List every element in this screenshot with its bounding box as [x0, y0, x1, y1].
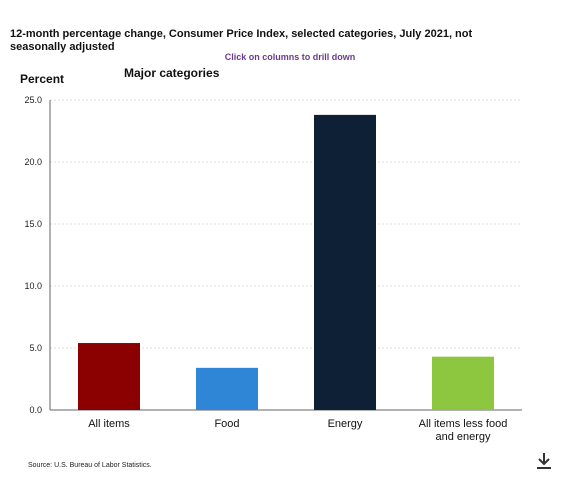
- drill-down-hint: Click on columns to drill down: [224, 52, 356, 62]
- bar[interactable]: [196, 367, 258, 410]
- bar[interactable]: [432, 356, 494, 410]
- y-tick-label: 10.0: [24, 281, 42, 291]
- x-category-label: and energy: [435, 431, 491, 443]
- download-icon-glyph: [537, 453, 551, 469]
- x-category-label: All items less food: [419, 418, 508, 430]
- chart-title: 12-month percentage change, Consumer Pri…: [10, 28, 473, 53]
- y-axis-label: Percent: [20, 72, 65, 86]
- bar[interactable]: [78, 343, 140, 410]
- y-tick-label: 5.0: [29, 343, 42, 353]
- chart-subtitle: Major categories: [124, 66, 220, 80]
- source-note: Source: U.S. Bureau of Labor Statistics.: [28, 462, 152, 469]
- y-tick-label: 15.0: [24, 219, 42, 229]
- y-tick-label: 0.0: [29, 405, 42, 415]
- x-category-label: Food: [214, 418, 239, 430]
- x-category-label: Energy: [328, 418, 363, 430]
- download-icon[interactable]: [532, 450, 556, 472]
- y-tick-label: 25.0: [24, 95, 42, 105]
- x-category-label: All items: [88, 418, 130, 430]
- y-tick-label: 20.0: [24, 157, 42, 167]
- bar[interactable]: [314, 114, 376, 410]
